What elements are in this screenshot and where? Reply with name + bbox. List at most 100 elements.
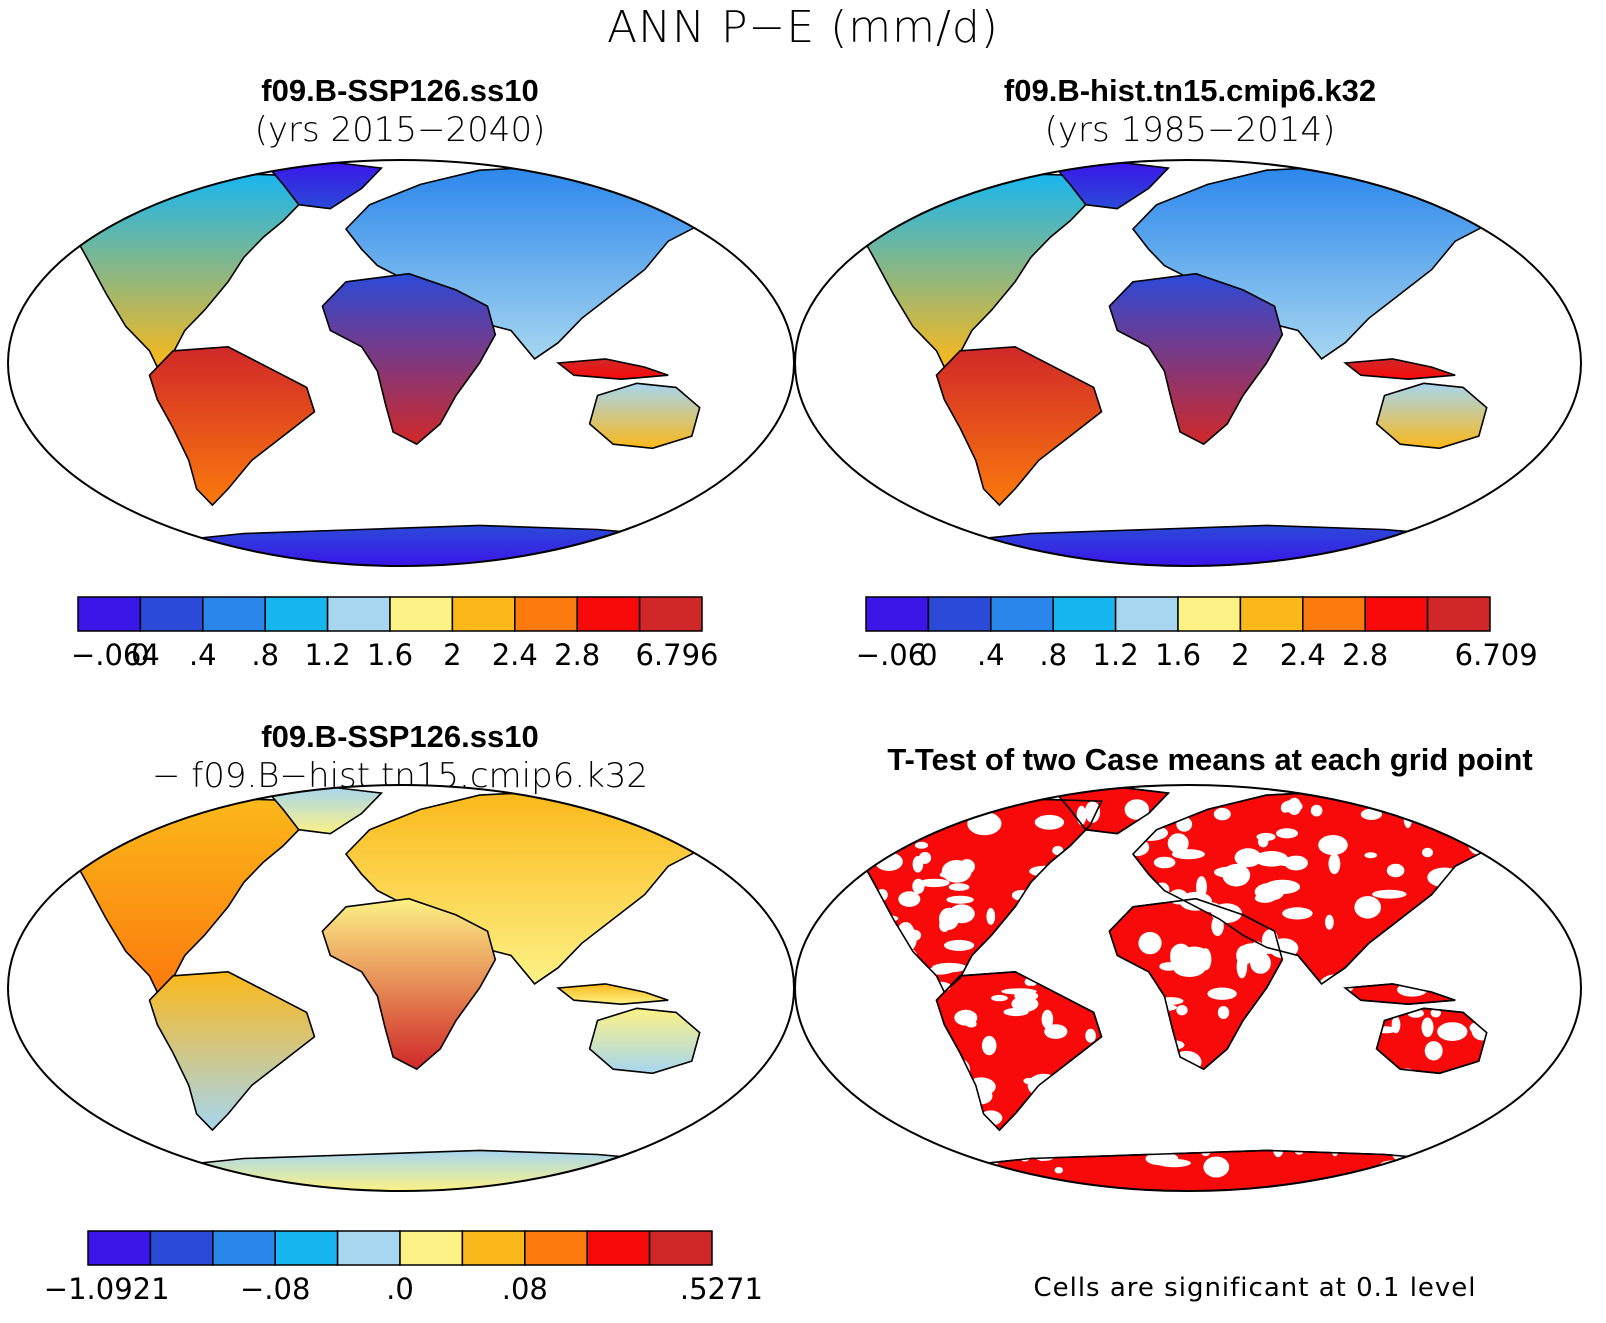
- insignificant-cell: [1023, 1077, 1035, 1085]
- colorbar-swatch: [87, 1230, 152, 1266]
- insignificant-cell: [933, 1103, 964, 1125]
- insignificant-cell: [1393, 1120, 1424, 1140]
- insignificant-cell: [1203, 1156, 1230, 1178]
- case1-name: f09.B-SSP126.ss10: [261, 73, 539, 108]
- insignificant-cell: [1089, 921, 1100, 945]
- insignificant-cell: [1041, 1009, 1054, 1029]
- colorbar-swatch: [399, 1230, 464, 1266]
- insignificant-cell: [948, 883, 970, 891]
- insignificant-cell: [1281, 800, 1303, 813]
- colorbar-swatch: [990, 596, 1054, 632]
- colorbar-label: 2.4: [1280, 638, 1326, 672]
- insignificant-cell: [1462, 800, 1480, 812]
- insignificant-cell: [1148, 1063, 1167, 1087]
- insignificant-cell: [935, 1089, 969, 1101]
- insignificant-cell: [1472, 986, 1482, 1000]
- figure-title: ANN P−E (mm/d): [607, 2, 999, 53]
- insignificant-cell: [1084, 801, 1101, 823]
- insignificant-cell: [945, 1058, 971, 1082]
- insignificant-cell: [1124, 799, 1150, 820]
- colorbar-label: −1.0921: [44, 1272, 170, 1306]
- insignificant-cell: [995, 939, 1023, 959]
- insignificant-cell: [1118, 991, 1137, 1013]
- insignificant-cell: [912, 878, 925, 894]
- insignificant-cell: [1310, 804, 1323, 817]
- insignificant-cell: [1479, 905, 1491, 914]
- insignificant-cell: [1153, 856, 1176, 869]
- insignificant-cell: [1046, 937, 1080, 956]
- landmass-southAmerica: [935, 345, 1103, 507]
- colorbar-label: −.08: [240, 1272, 310, 1306]
- insignificant-cell: [1280, 1120, 1295, 1129]
- insignificant-cell: [1029, 865, 1061, 877]
- insignificant-cell: [1179, 1132, 1214, 1139]
- colorbar-swatch: [514, 596, 578, 632]
- colorbar-swatch: [389, 596, 454, 632]
- insignificant-cell: [979, 1110, 1003, 1126]
- colorbar-label: 6.796: [635, 638, 718, 672]
- insignificant-cell: [1256, 946, 1288, 954]
- colorbar-label: .5271: [680, 1272, 763, 1306]
- landmass-australia: [1375, 382, 1488, 450]
- insignificant-cell: [1128, 1057, 1158, 1066]
- insignificant-cell: [1200, 1143, 1211, 1157]
- colorbar-label: 6.709: [1455, 638, 1538, 672]
- colorbar-swatch: [451, 596, 516, 632]
- colorbar-label: 2.8: [1342, 638, 1388, 672]
- insignificant-cell: [1465, 1075, 1477, 1088]
- insignificant-cell: [1276, 828, 1298, 839]
- insignificant-cell: [941, 860, 972, 883]
- insignificant-cell: [1373, 951, 1384, 961]
- insignificant-cell: [882, 1089, 919, 1097]
- insignificant-cell: [1330, 1135, 1340, 1157]
- insignificant-cell: [1092, 892, 1108, 902]
- colorbar-label: 1.2: [1093, 638, 1139, 672]
- map-case1: [7, 159, 795, 567]
- insignificant-cell: [1167, 833, 1189, 854]
- insignificant-cell: [1231, 1043, 1254, 1051]
- insignificant-cell: [944, 939, 975, 951]
- insignificant-cell: [1318, 835, 1348, 855]
- insignificant-cell: [986, 908, 996, 925]
- insignificant-cell: [1403, 805, 1413, 829]
- insignificant-cell: [1147, 979, 1158, 1002]
- insignificant-cell: [1213, 807, 1231, 821]
- insignificant-cell: [1011, 996, 1039, 1012]
- insignificant-cell: [1157, 1159, 1191, 1168]
- insignificant-cell: [1407, 1009, 1424, 1018]
- case2-name: f09.B-hist.tn15.cmip6.k32: [1003, 73, 1377, 108]
- insignificant-cell: [1328, 853, 1341, 875]
- colorbar-swatch: [212, 1230, 276, 1266]
- insignificant-cell: [879, 921, 892, 938]
- insignificant-cell: [1437, 1022, 1468, 1041]
- insignificant-cell: [1034, 814, 1065, 830]
- insignificant-cell: [1479, 953, 1515, 970]
- insignificant-cell: [914, 841, 929, 849]
- insignificant-cell: [1469, 832, 1501, 840]
- insignificant-cell: [1013, 1123, 1035, 1134]
- insignificant-cell: [1170, 943, 1192, 967]
- insignificant-cell: [1273, 978, 1307, 997]
- insignificant-cell: [946, 895, 974, 904]
- insignificant-cell: [1464, 1092, 1498, 1103]
- insignificant-cell: [1027, 1073, 1060, 1098]
- insignificant-cell: [1292, 1135, 1306, 1155]
- insignificant-cell: [1423, 971, 1443, 980]
- diff-title: f09.B-SSP126.ss10 − f09.B−hist.tn15.cmip…: [60, 718, 740, 796]
- insignificant-cell: [987, 1137, 1013, 1158]
- insignificant-cell: [1139, 1104, 1160, 1119]
- case1-title: f09.B-SSP126.ss10 (yrs 2015−2040): [90, 72, 710, 150]
- insignificant-cell: [1179, 1072, 1204, 1093]
- insignificant-cell: [1354, 896, 1381, 919]
- colorbar-label: .8: [251, 638, 279, 672]
- insignificant-cell: [1360, 808, 1382, 820]
- insignificant-cell: [1170, 798, 1184, 820]
- insignificant-cell: [1365, 1063, 1400, 1088]
- insignificant-cell: [1315, 1040, 1326, 1063]
- insignificant-cell: [1486, 963, 1495, 985]
- landmass-africa: [1108, 272, 1284, 446]
- insignificant-cell: [1162, 1093, 1187, 1117]
- colorbar-label: 2.8: [554, 638, 600, 672]
- insignificant-cell: [1272, 1139, 1284, 1158]
